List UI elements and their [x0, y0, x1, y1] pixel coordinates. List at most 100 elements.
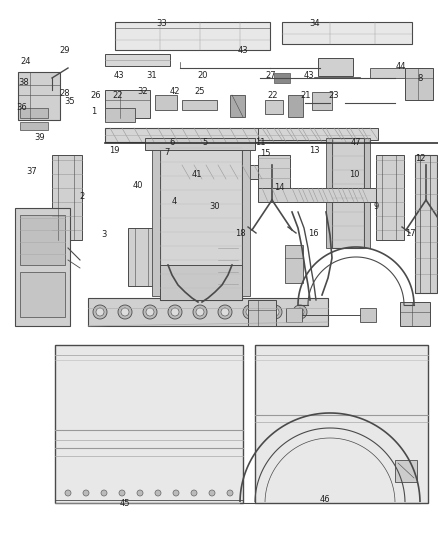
Circle shape	[218, 305, 232, 319]
Text: 35: 35	[64, 97, 74, 106]
Circle shape	[137, 490, 143, 496]
Circle shape	[155, 490, 161, 496]
Bar	[405, 68, 433, 100]
Bar	[326, 138, 332, 248]
Text: 12: 12	[415, 155, 426, 163]
Text: 34: 34	[309, 19, 320, 28]
Bar	[255, 345, 428, 503]
Bar	[258, 128, 378, 140]
Circle shape	[193, 305, 207, 319]
Text: 21: 21	[300, 91, 311, 100]
Bar	[285, 245, 303, 283]
Bar	[105, 90, 150, 118]
Text: 43: 43	[114, 71, 124, 80]
Text: 1: 1	[92, 108, 97, 116]
Text: 31: 31	[146, 71, 156, 80]
Text: 20: 20	[197, 71, 208, 80]
Bar	[88, 298, 328, 326]
Circle shape	[191, 490, 197, 496]
Text: 7: 7	[165, 148, 170, 157]
Bar	[105, 108, 135, 122]
Text: 29: 29	[60, 46, 70, 54]
Bar	[178, 165, 258, 179]
Bar	[115, 22, 270, 50]
Text: 33: 33	[157, 19, 167, 28]
Circle shape	[168, 305, 182, 319]
Bar	[152, 148, 160, 296]
Text: 9: 9	[373, 203, 378, 211]
Text: 44: 44	[396, 62, 406, 70]
Bar	[395, 460, 417, 482]
Bar	[332, 138, 364, 248]
Circle shape	[246, 308, 254, 316]
Circle shape	[293, 305, 307, 319]
Bar	[248, 300, 276, 326]
Bar	[376, 155, 404, 240]
Text: 3: 3	[102, 230, 107, 239]
Bar	[105, 54, 170, 66]
Bar	[15, 208, 70, 326]
Text: 22: 22	[267, 91, 278, 100]
Bar	[128, 228, 156, 286]
Bar	[360, 308, 376, 322]
Bar	[20, 272, 65, 317]
Text: 36: 36	[17, 103, 27, 112]
Text: 40: 40	[133, 181, 143, 190]
Circle shape	[221, 308, 229, 316]
Text: 30: 30	[209, 203, 220, 211]
Circle shape	[209, 490, 215, 496]
Text: 45: 45	[120, 499, 130, 508]
Text: 23: 23	[328, 91, 339, 100]
Text: 47: 47	[350, 139, 361, 147]
Text: 16: 16	[308, 229, 318, 238]
Text: 5: 5	[202, 139, 208, 147]
Text: 39: 39	[34, 133, 45, 142]
Bar	[218, 242, 238, 297]
Text: 18: 18	[235, 229, 245, 238]
Circle shape	[146, 308, 154, 316]
Text: 43: 43	[304, 71, 314, 80]
Text: 19: 19	[110, 146, 120, 155]
Bar	[160, 265, 242, 300]
Bar	[312, 92, 332, 110]
Circle shape	[227, 490, 233, 496]
Bar	[286, 308, 302, 322]
Bar	[415, 155, 437, 293]
Bar	[105, 128, 370, 142]
Circle shape	[118, 305, 132, 319]
Text: 27: 27	[265, 71, 276, 80]
Bar	[400, 302, 430, 326]
Text: 13: 13	[309, 146, 320, 155]
Bar	[55, 345, 243, 503]
Bar	[318, 58, 353, 76]
Text: 24: 24	[20, 58, 31, 66]
Text: 15: 15	[260, 149, 270, 158]
Circle shape	[83, 490, 89, 496]
Text: 11: 11	[255, 139, 266, 147]
Bar	[288, 95, 303, 117]
Text: 42: 42	[170, 87, 180, 96]
Text: 43: 43	[238, 46, 248, 54]
Bar	[20, 215, 65, 265]
Text: 38: 38	[19, 78, 29, 87]
Bar	[52, 155, 82, 240]
Bar	[160, 145, 242, 300]
Bar	[364, 138, 370, 248]
Bar	[230, 95, 245, 117]
Text: 2: 2	[80, 192, 85, 200]
Bar	[20, 108, 48, 118]
Text: 32: 32	[137, 87, 148, 96]
Circle shape	[171, 308, 179, 316]
Circle shape	[119, 490, 125, 496]
Text: 37: 37	[26, 167, 37, 176]
Bar	[258, 188, 376, 202]
Text: 28: 28	[60, 89, 70, 98]
Circle shape	[268, 305, 282, 319]
Bar	[295, 188, 367, 202]
Circle shape	[93, 305, 107, 319]
Text: 17: 17	[406, 229, 416, 238]
Bar	[265, 100, 283, 114]
Text: 25: 25	[194, 87, 205, 96]
Text: 10: 10	[349, 171, 359, 179]
Circle shape	[143, 305, 157, 319]
